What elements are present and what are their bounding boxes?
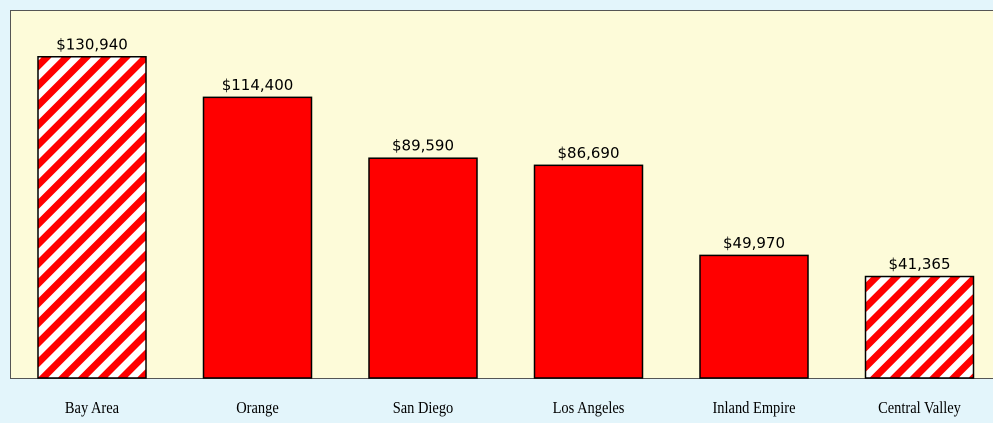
x-tick-label: Central Valley — [878, 399, 961, 417]
x-tick-label: San Diego — [393, 399, 454, 417]
plot-area — [10, 10, 993, 379]
x-tick-label: Bay Area — [65, 399, 119, 417]
bar — [864, 275, 975, 379]
bar — [202, 96, 313, 379]
x-tick-label: Los Angeles — [553, 399, 625, 417]
x-tick-label: Inland Empire — [712, 399, 795, 417]
data-label: $41,365 — [888, 255, 950, 273]
bar — [533, 164, 644, 379]
bar — [699, 254, 809, 379]
data-label: $114,400 — [222, 76, 294, 94]
data-label: $86,690 — [557, 144, 619, 162]
x-tick-label: Orange — [236, 399, 279, 417]
data-label: $130,940 — [56, 35, 128, 53]
bar — [368, 157, 478, 379]
data-label: $89,590 — [392, 137, 454, 155]
bar — [37, 56, 147, 379]
data-label: $49,970 — [723, 234, 785, 252]
